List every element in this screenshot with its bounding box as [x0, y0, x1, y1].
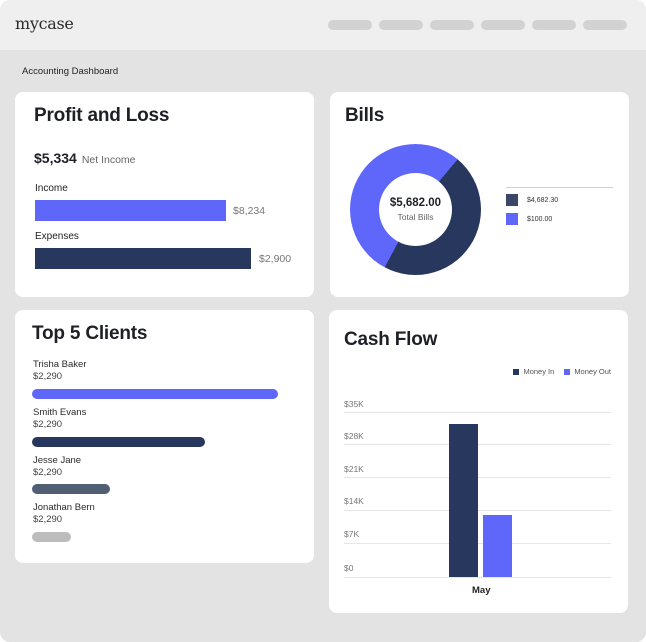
donut-center: $5,682.00 Total Bills	[379, 173, 452, 246]
nav-placeholder-5[interactable]	[532, 20, 576, 30]
nav-placeholder-2[interactable]	[379, 20, 423, 30]
net-income-label: Net Income	[81, 154, 136, 166]
income-bar	[35, 200, 226, 221]
legend-label: Money In	[523, 367, 555, 376]
y-tick: $35K	[344, 399, 364, 409]
bills-donut-chart: $5,682.00 Total Bills	[350, 144, 481, 275]
profit-loss-card: Profit and Loss $5,334 Net Income Income…	[15, 92, 314, 297]
expenses-amount: $2,900	[259, 253, 292, 265]
client-amount: $2,290	[33, 467, 63, 478]
client-amount: $2,290	[33, 419, 63, 430]
bar-money-out-may	[483, 515, 512, 577]
client-name: Jesse Jane	[33, 455, 82, 466]
client-bar	[32, 532, 71, 542]
x-axis-line	[344, 577, 611, 578]
y-tick: $21K	[344, 464, 364, 474]
client-name: Jonathan Bern	[33, 502, 95, 513]
bills-title: Bills	[345, 105, 385, 126]
nav-placeholder-1[interactable]	[328, 20, 372, 30]
client-item: Jonathan Bern $2,290	[33, 502, 95, 526]
profit-loss-title: Profit and Loss	[34, 105, 170, 126]
legend-divider	[506, 187, 613, 188]
cash-flow-card: Cash Flow Money In Money Out $35K $28K $…	[329, 310, 628, 613]
bills-card: Bills $5,682.00 Total Bills $4,682.30 $1…	[330, 92, 629, 297]
legend-swatch-navy	[513, 368, 520, 375]
y-tick: $14K	[344, 496, 364, 506]
nav-placeholder-4[interactable]	[481, 20, 525, 30]
net-income-value: $5,334	[34, 150, 77, 166]
client-item: Smith Evans $2,290	[33, 407, 86, 431]
legend-money-in: Money In	[513, 367, 554, 376]
expenses-bar	[35, 248, 251, 269]
nav-placeholders	[328, 20, 627, 30]
client-bar	[32, 484, 110, 494]
legend-swatch-blue	[564, 368, 571, 375]
top-clients-title: Top 5 Clients	[32, 323, 148, 344]
client-name: Smith Evans	[33, 407, 87, 418]
nav-placeholder-6[interactable]	[583, 20, 627, 30]
legend-swatch-blue	[506, 213, 518, 225]
y-tick: $0	[344, 563, 354, 573]
legend-label: Money Out	[574, 367, 611, 376]
bills-legend-item-1: $4,682.30	[506, 194, 558, 206]
y-tick: $28K	[344, 431, 364, 441]
legend-label: $4,682.30	[527, 196, 559, 204]
cash-flow-title: Cash Flow	[344, 329, 438, 350]
client-bar	[32, 389, 278, 399]
bills-legend-item-2: $100.00	[506, 213, 552, 225]
x-label-may: May	[472, 585, 491, 596]
y-tick: $7K	[344, 529, 360, 539]
legend-money-out: Money Out	[564, 367, 611, 376]
bar-money-in-may	[449, 424, 478, 577]
top-clients-card: Top 5 Clients Trisha Baker $2,290 Smith …	[15, 310, 314, 563]
client-name: Trisha Baker	[33, 359, 87, 370]
expenses-label: Expenses	[35, 231, 79, 242]
cash-flow-legend: Money In Money Out	[513, 367, 611, 376]
bills-total: $5,682.00	[389, 197, 442, 209]
client-amount: $2,290	[33, 371, 63, 382]
client-bar	[32, 437, 205, 447]
page-title: Accounting Dashboard	[22, 66, 119, 77]
mycase-logo[interactable]: mycase	[15, 14, 74, 33]
bills-total-label: Total Bills	[397, 212, 434, 222]
nav-placeholder-3[interactable]	[430, 20, 474, 30]
grid-line	[344, 412, 611, 413]
client-item: Jesse Jane $2,290	[33, 455, 81, 479]
client-item: Trisha Baker $2,290	[33, 359, 87, 383]
income-amount: $8,234	[233, 205, 266, 217]
legend-swatch-navy	[506, 194, 518, 206]
top-nav-bar: mycase	[0, 0, 646, 50]
client-amount: $2,290	[33, 514, 63, 525]
legend-label: $100.00	[527, 215, 553, 223]
income-label: Income	[35, 183, 68, 194]
net-income: $5,334 Net Income	[34, 150, 136, 166]
